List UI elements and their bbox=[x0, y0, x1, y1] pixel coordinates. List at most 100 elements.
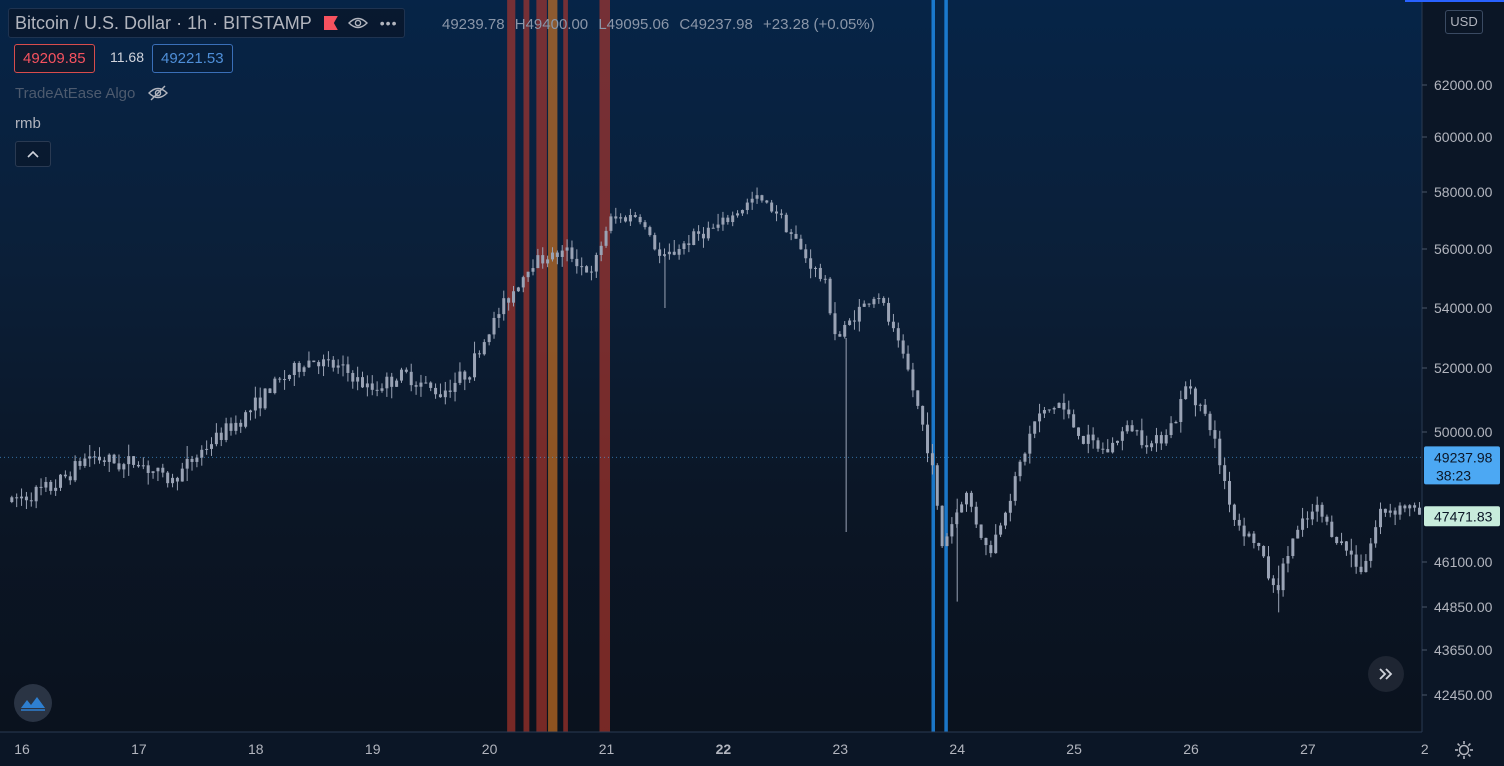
candle-body bbox=[473, 353, 477, 378]
candle bbox=[911, 362, 915, 398]
candle-body bbox=[273, 378, 277, 394]
flag-icon[interactable] bbox=[323, 16, 338, 30]
candle bbox=[740, 209, 744, 216]
candle bbox=[604, 226, 608, 248]
candle bbox=[765, 199, 769, 204]
candle bbox=[244, 410, 248, 429]
candle bbox=[102, 456, 106, 467]
candle-body bbox=[1140, 430, 1144, 446]
eye-icon[interactable] bbox=[347, 16, 368, 30]
candle-body bbox=[1028, 433, 1032, 454]
symbol-name[interactable]: Bitcoin / U.S. Dollar bbox=[15, 12, 172, 33]
candle bbox=[818, 263, 822, 282]
candle-body bbox=[1403, 505, 1407, 509]
indicator-name[interactable]: TradeAtEase Algo bbox=[15, 84, 136, 102]
candle-body bbox=[1057, 402, 1061, 408]
last-price-label-bg bbox=[1424, 446, 1500, 485]
candle-body bbox=[1033, 421, 1037, 434]
candle bbox=[580, 257, 584, 276]
tradingview-logo-icon[interactable] bbox=[14, 684, 52, 722]
candle bbox=[1145, 435, 1149, 454]
candle bbox=[341, 355, 345, 377]
candle bbox=[195, 454, 199, 468]
candle bbox=[1164, 429, 1168, 446]
price-axis[interactable] bbox=[1422, 0, 1504, 732]
candle-body bbox=[1096, 440, 1100, 449]
candle-body bbox=[297, 362, 301, 372]
candle bbox=[1120, 426, 1124, 451]
symbol-legend[interactable]: Bitcoin / U.S. Dollar · 1h · BITSTAMP ••… bbox=[8, 8, 405, 38]
candle-body bbox=[112, 454, 116, 464]
candle-body bbox=[1364, 560, 1368, 573]
candle-body bbox=[809, 258, 813, 269]
candle-body bbox=[1208, 413, 1212, 431]
candle bbox=[1413, 502, 1417, 512]
candle bbox=[964, 491, 968, 512]
candle bbox=[852, 310, 856, 330]
candle-body bbox=[20, 496, 24, 499]
candle bbox=[1320, 502, 1324, 523]
candle bbox=[1189, 379, 1193, 395]
candle bbox=[375, 381, 379, 397]
candle-body bbox=[1062, 402, 1066, 410]
candle-body bbox=[63, 474, 67, 477]
candle-body bbox=[1383, 508, 1387, 513]
candle bbox=[1223, 457, 1227, 490]
time-axis[interactable] bbox=[0, 732, 1504, 766]
candle bbox=[122, 462, 126, 478]
candle-body bbox=[575, 258, 579, 267]
price-tick-label: 62000.00 bbox=[1434, 77, 1493, 93]
exchange-label[interactable]: BITSTAMP bbox=[223, 12, 312, 33]
candle bbox=[346, 356, 350, 382]
candle-body bbox=[862, 303, 866, 307]
candle bbox=[214, 423, 218, 447]
interval-label[interactable]: 1h bbox=[187, 12, 208, 33]
more-icon[interactable]: ••• bbox=[379, 15, 398, 31]
candle bbox=[473, 341, 477, 381]
candle bbox=[1057, 402, 1061, 409]
candle bbox=[775, 205, 779, 222]
candle-body bbox=[736, 213, 740, 216]
candle bbox=[716, 213, 720, 232]
scroll-to-realtime-button[interactable] bbox=[1368, 656, 1404, 692]
candle bbox=[49, 480, 53, 495]
hidden-eye-icon[interactable] bbox=[147, 84, 169, 102]
sell-price-button[interactable]: 49209.85 bbox=[14, 44, 95, 73]
candle-body bbox=[346, 364, 350, 373]
candle bbox=[1072, 409, 1076, 428]
candle-body bbox=[1193, 388, 1197, 406]
candle-body bbox=[1242, 525, 1246, 537]
candle bbox=[419, 374, 423, 397]
candle bbox=[526, 271, 530, 282]
candle-body bbox=[1417, 507, 1421, 515]
candle-body bbox=[224, 423, 228, 440]
candle bbox=[453, 372, 457, 402]
candle bbox=[1305, 511, 1309, 529]
candle bbox=[210, 437, 214, 456]
candle bbox=[239, 419, 243, 433]
candle-body bbox=[1232, 504, 1236, 520]
candle-body bbox=[1081, 435, 1085, 444]
candle-body bbox=[1008, 500, 1012, 513]
candle-body bbox=[697, 231, 701, 234]
candle-body bbox=[580, 266, 584, 268]
candle bbox=[512, 285, 516, 307]
signal-band-buy bbox=[931, 0, 935, 732]
time-tick-label: 25 bbox=[1066, 741, 1082, 757]
candle bbox=[1379, 502, 1383, 535]
candle bbox=[1193, 386, 1197, 417]
candle-body bbox=[1072, 414, 1076, 428]
collapse-legend-button[interactable] bbox=[15, 141, 51, 167]
settings-gear-icon[interactable] bbox=[1454, 740, 1474, 760]
buy-price-button[interactable]: 49221.53 bbox=[152, 44, 233, 73]
candle bbox=[1403, 504, 1407, 513]
candle bbox=[1115, 440, 1119, 446]
price-tick-label: 44850.00 bbox=[1434, 599, 1493, 615]
currency-button[interactable]: USD bbox=[1445, 10, 1483, 34]
time-tick-label: 23 bbox=[833, 741, 849, 757]
indicator-legend[interactable]: TradeAtEase Algo bbox=[15, 84, 169, 102]
candle-body bbox=[1223, 465, 1227, 482]
candle bbox=[166, 471, 170, 488]
